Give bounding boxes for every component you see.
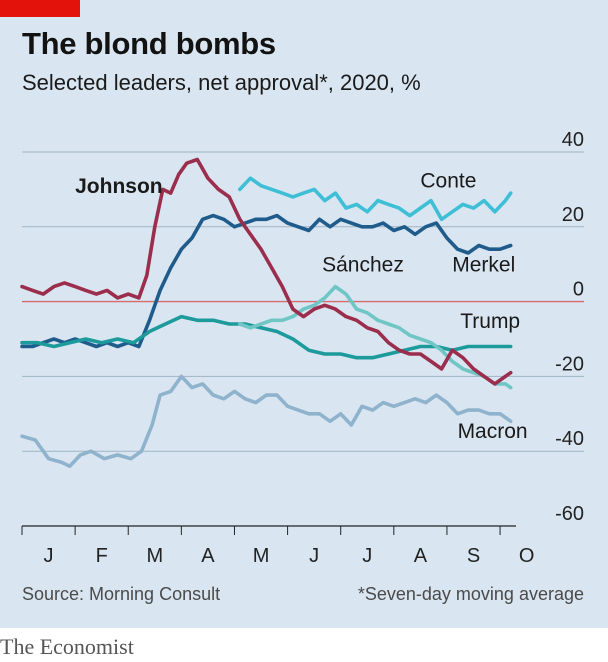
line-chart: 40 20 0 -20 -40 -60 J F M A M J J A S O Macron Merkel Tr…: [20, 129, 584, 567]
series-lines: [20, 157, 513, 468]
y-tick-label: 20: [562, 204, 584, 226]
gridlines: [22, 151, 584, 452]
x-tick-label: M: [146, 545, 163, 567]
footnote: *Seven-day moving average: [357, 584, 584, 604]
series-line-conte: [238, 176, 513, 222]
x-tick-label: M: [253, 545, 270, 567]
series-label-johnson: Johnson: [75, 175, 163, 198]
brand-red-tag: [0, 0, 80, 17]
series-label-macron: Macron: [458, 420, 528, 443]
y-tick-label: 0: [573, 279, 584, 301]
x-tick-label: A: [414, 545, 428, 567]
y-tick-label: -40: [555, 428, 584, 450]
series-label-conte: Conte: [420, 170, 476, 193]
y-tick-label: 40: [562, 129, 584, 151]
series-line-snchez: [238, 284, 513, 390]
series-line-johnson: [20, 157, 513, 386]
chart-panel: [0, 0, 608, 628]
series-label-snchez: Sánchez: [322, 254, 404, 277]
series-line-merkel: [20, 213, 513, 349]
series-label-trump: Trump: [460, 310, 520, 333]
source-note: Source: Morning Consult: [22, 584, 221, 604]
x-tick-label: J: [44, 545, 54, 567]
y-tick-label: -60: [555, 503, 584, 525]
publisher-logo: The Economist: [0, 634, 134, 659]
series-line-macron: [20, 374, 513, 468]
y-tick-label: -20: [555, 353, 584, 375]
chart-subtitle: Selected leaders, net approval*, 2020, %: [22, 70, 421, 95]
series-label-merkel: Merkel: [452, 254, 515, 277]
x-tick-label: A: [201, 545, 215, 567]
x-tick-label: J: [362, 545, 372, 567]
x-tick-label: S: [467, 545, 480, 567]
x-tick-label: J: [309, 545, 319, 567]
chart-title: The blond bombs: [22, 26, 276, 61]
series-labels: Macron Merkel Trump Sánchez Conte Johnson: [75, 170, 527, 444]
x-tick-label: O: [519, 545, 535, 567]
y-axis-tick-labels: 40 20 0 -20 -40 -60: [555, 129, 584, 525]
x-tick-label: F: [96, 545, 108, 567]
